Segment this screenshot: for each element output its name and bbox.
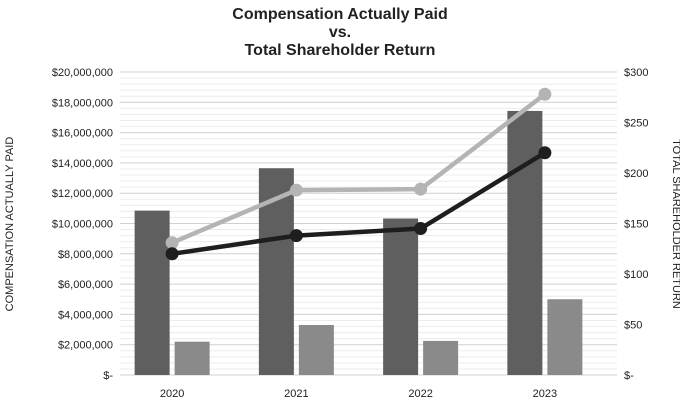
x-axis-ticks: 2020 2021 2022 2023 (160, 388, 557, 400)
x-tick-label: 2021 (284, 388, 308, 400)
bar-series-2-2022 (423, 340, 459, 375)
chart-title-line-2: vs. (329, 24, 351, 41)
x-tick-label: 2023 (533, 388, 557, 400)
y2-axis-ticks: $- $50 $100 $150 $200 $250 $300 (624, 67, 648, 382)
y2-tick-label: $- (624, 370, 634, 382)
y-axis-ticks: $- $2,000,000 $4,000,000 $6,000,000 $8,000,0… (52, 67, 114, 382)
y-tick-label: $14,000,000 (52, 158, 113, 170)
bar-series-1-2022 (383, 218, 419, 375)
line-point-1-2020 (165, 236, 179, 250)
line-point-1-2021 (289, 183, 303, 197)
bar-series-2-2021 (298, 325, 334, 375)
bar-series-1-2023 (507, 110, 543, 376)
y2-tick-label: $300 (624, 67, 648, 79)
y-tick-label: $2,000,000 (58, 340, 113, 352)
gridlines (120, 71, 617, 376)
y-tick-label: $20,000,000 (52, 67, 113, 79)
line-series-1 (171, 92, 547, 245)
x-tick-label: 2022 (408, 388, 432, 400)
y-tick-label: $16,000,000 (52, 128, 113, 140)
y-tick-label: $8,000,000 (58, 249, 113, 261)
bar-series-2-2023 (547, 299, 583, 375)
line-point-1-2023 (538, 87, 552, 101)
bar-series-1-2020 (134, 210, 170, 375)
y2-tick-label: $100 (624, 269, 648, 281)
bar-series-2-2020 (174, 341, 210, 375)
y2-axis-label: TOTAL SHAREHOLDER RETURN (670, 139, 680, 309)
y2-tick-label: $200 (624, 168, 648, 180)
y2-tick-label: $150 (624, 219, 648, 231)
line-point-2-2020 (165, 247, 179, 261)
y-tick-label: $- (103, 370, 113, 382)
y-tick-label: $10,000,000 (52, 219, 113, 231)
lines (165, 87, 552, 261)
line-point-1-2022 (414, 182, 428, 196)
y-tick-label: $12,000,000 (52, 188, 113, 200)
y2-tick-label: $50 (624, 320, 642, 332)
y-axis-label: COMPENSATION ACTUALLY PAID (4, 137, 16, 312)
y2-tick-label: $250 (624, 118, 648, 130)
y-tick-label: $18,000,000 (52, 97, 113, 109)
x-tick-label: 2020 (160, 388, 184, 400)
chart-title-line-1: Compensation Actually Paid (232, 6, 447, 23)
bars (134, 110, 583, 376)
y-tick-label: $6,000,000 (58, 279, 113, 291)
line-point-2-2022 (414, 222, 428, 236)
chart-title-line-3: Total Shareholder Return (245, 42, 436, 59)
line-point-2-2021 (289, 229, 303, 243)
y-tick-label: $4,000,000 (58, 309, 113, 321)
line-series-2 (171, 150, 547, 257)
line-point-2-2023 (538, 146, 552, 160)
